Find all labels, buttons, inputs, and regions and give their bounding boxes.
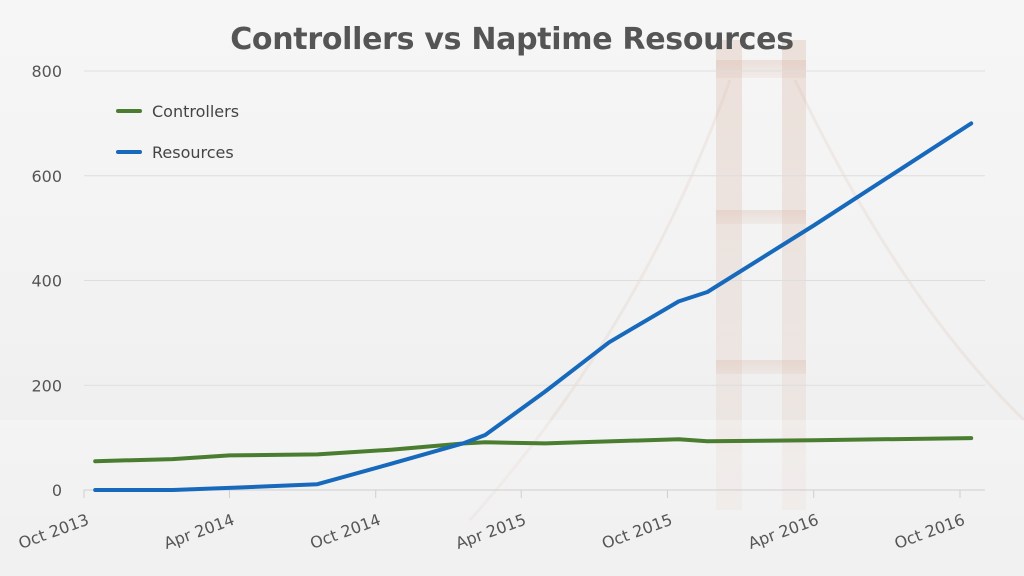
- x-tick-label: Apr 2016: [746, 510, 822, 553]
- legend-label-resources: Resources: [152, 143, 234, 162]
- bridge-tower-right-leg: [782, 40, 806, 510]
- y-axis-ticks: 0 200 400 600 800: [31, 62, 62, 500]
- series-lines: [93, 121, 974, 492]
- bridge-cable: [793, 79, 1024, 422]
- x-tick-label: Apr 2014: [161, 510, 237, 553]
- legend: Controllers Resources: [116, 102, 239, 162]
- x-tick-label: Oct 2014: [308, 510, 384, 553]
- y-tick-label: 800: [31, 62, 62, 81]
- y-tick-label: 600: [31, 167, 62, 186]
- x-tick-label: Oct 2015: [599, 510, 675, 553]
- y-tick-label: 0: [52, 481, 62, 500]
- legend-label-controllers: Controllers: [152, 102, 239, 121]
- fog-bottom: [0, 420, 1024, 576]
- chart-title: Controllers vs Naptime Resources: [230, 22, 794, 57]
- y-tick-label: 400: [31, 272, 62, 291]
- x-axis: [83, 490, 961, 498]
- grid-lines: [84, 70, 985, 491]
- series-line-controllers: [93, 436, 974, 464]
- x-axis-ticks: Oct 2013 Apr 2014 Oct 2014 Apr 2015 Oct 2015…: [16, 510, 968, 553]
- x-tick-label: Apr 2015: [453, 510, 529, 553]
- y-tick-label: 200: [31, 376, 62, 395]
- bridge-tower-crossbeam: [716, 210, 806, 224]
- series-line-resources: [93, 121, 974, 492]
- x-tick-label: Oct 2013: [16, 510, 92, 553]
- bridge-tower-crossbeam: [716, 360, 806, 374]
- bridge-cable: [468, 79, 732, 521]
- x-tick-label: Oct 2016: [892, 510, 968, 553]
- bridge-tower-crossbeam: [716, 60, 806, 78]
